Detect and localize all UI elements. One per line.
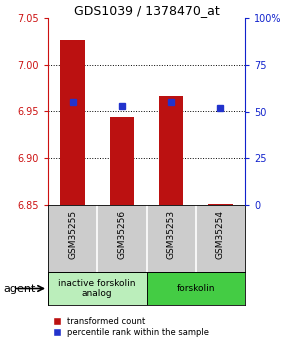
- Bar: [110, 117, 134, 205]
- Bar: [60, 40, 85, 205]
- Text: forskolin: forskolin: [177, 284, 215, 293]
- Bar: [146, 272, 245, 305]
- Bar: [159, 96, 184, 205]
- Text: agent: agent: [3, 284, 35, 294]
- Title: GDS1039 / 1378470_at: GDS1039 / 1378470_at: [74, 4, 219, 17]
- Text: GSM35256: GSM35256: [117, 210, 126, 259]
- Legend: transformed count, percentile rank within the sample: transformed count, percentile rank withi…: [52, 315, 211, 339]
- Text: GSM35254: GSM35254: [216, 210, 225, 259]
- Bar: [208, 204, 233, 205]
- Text: inactive forskolin
analog: inactive forskolin analog: [59, 279, 136, 298]
- Text: GSM35255: GSM35255: [68, 210, 77, 259]
- Text: GSM35253: GSM35253: [167, 210, 176, 259]
- Bar: [48, 272, 146, 305]
